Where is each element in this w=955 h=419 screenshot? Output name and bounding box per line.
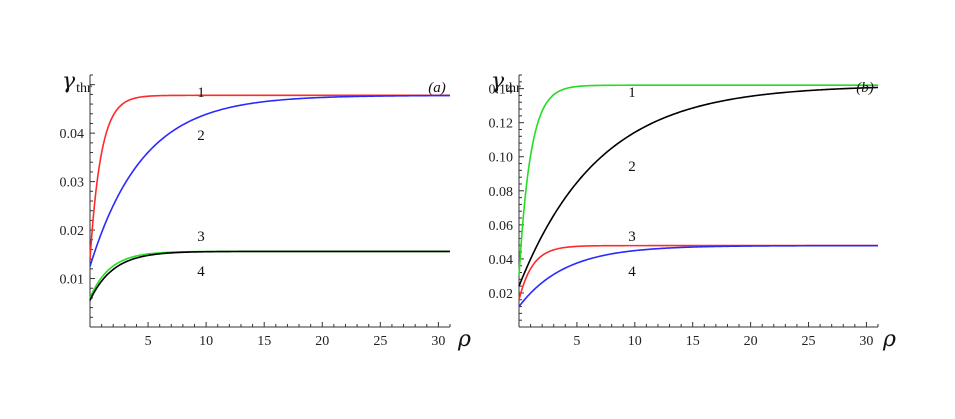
y-tick-label: 0.04 xyxy=(60,127,85,142)
y-axis-subscript: thr xyxy=(76,81,92,96)
x-tick-label: 30 xyxy=(431,334,445,349)
x-tick-label: 25 xyxy=(373,334,387,349)
series-4-line xyxy=(89,250,450,301)
x-tick-label: 20 xyxy=(315,334,329,349)
chart-panel-a: 5 10 15 20 25 30 0.01 0.02 0.03 0.04 1 2 3 4 (a) γthr ρ xyxy=(60,69,472,352)
series-2-label: 2 xyxy=(197,128,205,144)
panel-label: (a) xyxy=(428,80,446,96)
series-1-line xyxy=(89,94,450,260)
y-tick-label: 0.12 xyxy=(489,117,514,132)
series-2-line xyxy=(518,86,879,287)
y-tick-label: 0.02 xyxy=(60,224,85,239)
x-tick-label: 25 xyxy=(802,334,816,349)
x-axis-title: ρ xyxy=(882,327,896,352)
series-4-label: 4 xyxy=(628,264,636,280)
x-tick-label: 20 xyxy=(744,334,758,349)
x-tick-label: 10 xyxy=(628,334,642,349)
chart-panel-b: 5 10 15 20 25 30 0.02 0.04 0.06 0.08 0.10 0.12 0.14 1… xyxy=(489,69,897,352)
y-axis-symbol: γ xyxy=(491,69,505,94)
y-tick-label: 0.10 xyxy=(489,151,514,166)
panel-label: (b) xyxy=(856,80,874,96)
y-tick-label: 0.02 xyxy=(489,287,514,302)
y-axis-symbol: γ xyxy=(62,69,76,94)
x-tick-label: 5 xyxy=(145,334,152,349)
x-axis-title: ρ xyxy=(457,327,471,352)
y-axis-title: γthr xyxy=(491,69,521,96)
series-3-label: 3 xyxy=(628,229,636,245)
x-tick-label: 15 xyxy=(257,334,271,349)
y-tick-label: 0.01 xyxy=(60,273,85,288)
y-tick-label: 0.04 xyxy=(489,253,514,268)
series-1-label: 1 xyxy=(628,85,636,101)
series-3-line xyxy=(518,244,878,300)
y-tick-label: 0.08 xyxy=(489,185,514,200)
x-tick-label: 10 xyxy=(199,334,213,349)
y-tick-label: 0.03 xyxy=(60,176,85,191)
series-3-line xyxy=(89,250,450,299)
x-tick-label: 15 xyxy=(686,334,700,349)
series-1-label: 1 xyxy=(197,85,205,101)
series-2-label: 2 xyxy=(628,159,636,175)
series-3-label: 3 xyxy=(197,229,205,245)
series-4-line xyxy=(518,244,878,308)
series-1-line xyxy=(518,84,878,276)
x-tick-label: 30 xyxy=(859,334,873,349)
y-axis-subscript: thr xyxy=(505,81,521,96)
y-axis-title: γthr xyxy=(62,69,92,96)
x-tick-label: 5 xyxy=(573,334,580,349)
y-tick-label: 0.06 xyxy=(489,219,514,234)
series-2-line xyxy=(89,94,451,267)
series-4-label: 4 xyxy=(197,264,205,280)
y-tick-label: 0.14 xyxy=(489,83,514,98)
